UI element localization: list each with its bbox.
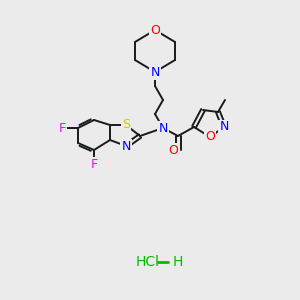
Text: N: N (150, 65, 160, 79)
Text: O: O (150, 23, 160, 37)
Text: O: O (168, 143, 178, 157)
Text: N: N (121, 140, 131, 152)
Text: F: F (58, 122, 66, 134)
Text: H: H (173, 255, 183, 269)
Text: O: O (205, 130, 215, 143)
Text: F: F (90, 158, 98, 170)
Text: N: N (158, 122, 168, 134)
Text: N: N (219, 121, 229, 134)
Text: S: S (122, 118, 130, 131)
Text: HCl: HCl (136, 255, 160, 269)
